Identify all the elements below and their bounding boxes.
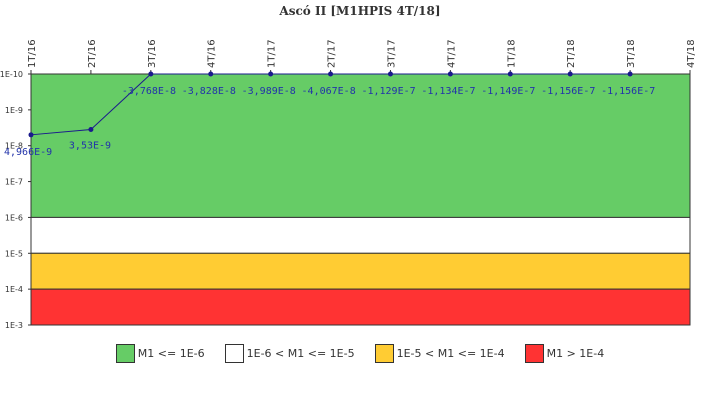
data-label: 4,966E-9: [4, 147, 52, 158]
data-point: [627, 71, 633, 77]
x-tick-label: 2T/18: [566, 39, 577, 68]
x-tick-label: 1T/17: [267, 39, 278, 68]
band-layer: [30, 73, 691, 326]
band-rect: [30, 288, 691, 326]
x-tick-label: 2T/16: [87, 39, 98, 68]
band-rect: [30, 252, 691, 290]
x-tick-label: 2T/17: [327, 39, 338, 68]
y-tick-label: 1E-7: [5, 178, 23, 187]
data-label: -4,067E-8: [302, 86, 356, 97]
legend-swatch: [115, 344, 135, 363]
data-label: -1,156E-7: [541, 86, 595, 97]
data-label: -1,129E-7: [361, 86, 415, 97]
x-tick-label: 3T/17: [386, 39, 397, 68]
y-tick-label: 1E-9: [5, 106, 23, 115]
data-point: [447, 71, 453, 77]
data-point: [148, 71, 154, 77]
x-tick-label: 1T/16: [27, 39, 38, 68]
legend-label: M1 > 1E-4: [546, 347, 605, 360]
x-tick-label: 4T/17: [446, 39, 457, 68]
data-point: [28, 132, 34, 138]
legend: M1 <= 1E-6 1E-6 < M1 <= 1E-5 1E-5 < M1 <= …: [0, 344, 720, 363]
data-point: [208, 71, 214, 77]
band-rect: [30, 73, 691, 218]
data-label: -1,156E-7: [601, 86, 655, 97]
legend-swatch: [224, 344, 244, 363]
data-point: [328, 71, 334, 77]
legend-swatch: [524, 344, 544, 363]
data-point: [88, 126, 94, 132]
legend-label: 1E-6 < M1 <= 1E-5: [246, 347, 355, 360]
x-tick-label: 1T/18: [506, 39, 517, 68]
x-tick-label: 3T/16: [147, 39, 158, 68]
data-point: [507, 71, 513, 77]
y-tick-layer: 1E-10 1E-9 1E-8 1E-7 1E-6 1E-5 1E-4 1E-3: [0, 70, 31, 330]
y-tick-label: 1E-3: [5, 321, 23, 330]
y-tick-label: 1E-8: [5, 142, 23, 151]
y-tick-label: 1E-4: [5, 285, 23, 294]
x-tick-label: 3T/18: [626, 39, 637, 68]
legend-item: 1E-5 < M1 <= 1E-4: [374, 344, 505, 363]
data-label: -1,134E-7: [421, 86, 475, 97]
data-label: -3,768E-8: [122, 86, 176, 97]
legend-item: M1 <= 1E-6: [115, 344, 205, 363]
y-tick-label: 1E-6: [5, 213, 23, 222]
data-label: 3,53E-9: [69, 140, 111, 151]
data-label: -1,149E-7: [481, 86, 535, 97]
legend-item: M1 > 1E-4: [524, 344, 605, 363]
legend-item: 1E-6 < M1 <= 1E-5: [224, 344, 355, 363]
data-point: [268, 71, 274, 77]
y-tick-label: 1E-5: [5, 249, 23, 258]
data-point: [567, 71, 573, 77]
x-tick-label: 4T/16: [207, 39, 218, 68]
y-tick-label: 1E-10: [0, 70, 23, 79]
x-tick-layer: 1T/16 2T/16 3T/16 4T/16 1T/17 2T/17 3T/17 4T/17…: [27, 39, 697, 75]
legend-label: M1 <= 1E-6: [137, 347, 205, 360]
legend-label: 1E-5 < M1 <= 1E-4: [396, 347, 505, 360]
series-layer: [28, 71, 633, 138]
x-tick-label: 4T/18: [686, 39, 697, 68]
legend-swatch: [374, 344, 394, 363]
data-label: -3,989E-8: [242, 86, 296, 97]
data-label-layer: 4,966E-9 3,53E-9 -3,768E-8 -3,828E-8 -3,989E…: [4, 86, 655, 158]
data-point: [387, 71, 393, 77]
data-label: -3,828E-8: [182, 86, 236, 97]
chart-title: Ascó II [M1HPIS 4T/18]: [278, 4, 440, 18]
band-rect: [30, 216, 691, 254]
